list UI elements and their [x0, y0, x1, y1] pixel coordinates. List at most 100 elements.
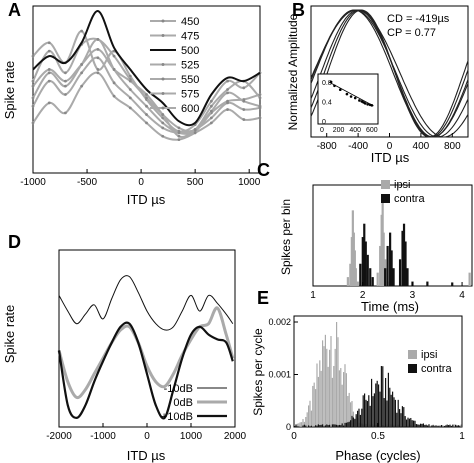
panel-e-bar-contra [415, 424, 417, 427]
panel-e-bar-contra [455, 424, 457, 427]
panel-e-bar-ipsi [439, 425, 441, 427]
panel-a-xtick-label: 1000 [238, 177, 261, 188]
panel-c-bar-ipsi [356, 281, 359, 286]
panel-e-bar-contra [333, 424, 335, 427]
panel-a-point-550-11 [209, 109, 213, 113]
panel-e-bar-contra [319, 425, 321, 427]
panel-b-letter: B [292, 0, 305, 20]
panel-e-bar-contra [435, 425, 437, 427]
panel-a-point-450-13 [242, 86, 246, 90]
panel-a-point-525-0 [31, 96, 35, 100]
panel-d-letter: D [8, 232, 21, 252]
panel-b-inset-point [363, 102, 367, 105]
panel-c-bar-ipsi [382, 232, 385, 286]
panel-e-ytick-label: 0.001 [268, 370, 291, 380]
panel-e-bar-ipsi [326, 348, 328, 427]
panel-e-bar-contra [411, 420, 413, 427]
panel-c-legend-ipsi: ipsi [394, 179, 411, 191]
panel-c-xtick-label: 3 [410, 290, 416, 301]
panel-e-bar-contra [305, 425, 307, 427]
panel-e-bar-contra [399, 409, 401, 427]
panel-e-bar-contra [427, 425, 429, 427]
panel-e-bar-contra [340, 425, 342, 427]
panel-e-legend-contra: contra [421, 363, 452, 375]
panel-e-bar-ipsi [436, 425, 438, 427]
panel-a-point-475-12 [226, 88, 229, 91]
panel-a-point-575-14 [258, 106, 262, 110]
panel-e-bar-ipsi [303, 421, 305, 427]
panel-e-bar-ipsi [344, 364, 346, 427]
panel-a-point-550-3 [80, 63, 84, 66]
panel-e-bar-contra [308, 425, 310, 427]
panel-e-bar-contra [322, 424, 324, 427]
panel-a-point-600-5 [112, 94, 116, 98]
panel-b-xtick-label: 400 [413, 141, 430, 152]
panel-a-point-525-4 [96, 38, 100, 41]
panel-b-inset-xtick-label: 200 [333, 127, 345, 134]
panel-e-bar-ipsi [319, 360, 321, 427]
panel-e-bar-contra [380, 366, 382, 427]
panel-e-bar-ipsi [296, 423, 298, 427]
panel-e-bar-ipsi [317, 376, 319, 427]
panel-a-xtick-label: -1000 [20, 177, 46, 188]
panel-d: D -2000 -1000 0 1000 2000 -10dB 0dB +10dB Spik… [2, 232, 247, 463]
panel-e-bar-contra [351, 415, 353, 427]
panel-e-bar-contra [368, 395, 370, 427]
panel-a-point-600-4 [96, 71, 100, 75]
panel-a-xtick-label: -500 [77, 177, 97, 188]
panel-a-point-550-2 [64, 79, 67, 83]
panel-e-bar-ipsi [308, 405, 310, 427]
panel-a-point-525-14 [258, 93, 262, 96]
panel-c-bar-contra [451, 282, 454, 286]
panel-e-bar-contra [428, 424, 430, 427]
panel-e-xticks: 0 0.5 1 [291, 423, 465, 442]
panel-c-ylabel: Spikes per bin [279, 199, 293, 275]
panel-e-bar-contra [443, 425, 445, 427]
panel-b-inset-point [345, 92, 349, 96]
panel-b-inset-point [370, 104, 374, 107]
panel-e-bar-contra [364, 393, 366, 427]
panel-b-xtick-label: 800 [444, 141, 461, 152]
panel-c-bar-ipsi [354, 268, 357, 286]
panel-d-series--10dB [58, 275, 234, 331]
panel-e-bar-contra [334, 424, 336, 427]
panel-a-point-575-12 [226, 101, 229, 105]
panel-e-bar-contra [372, 396, 374, 427]
panel-e-bar-contra [400, 413, 402, 427]
panel-d-xtick-label: 0 [144, 431, 150, 442]
panel-e-bar-contra [390, 394, 392, 427]
panel-a-point-475-14 [258, 96, 262, 100]
panel-e-bar-contra [366, 401, 368, 427]
panel-c-bar-ipsi [346, 277, 349, 286]
panel-e-bar-ipsi [348, 392, 350, 427]
panel-b-inset-point [366, 103, 369, 106]
panel-c-legend-contra-swatch [381, 194, 390, 203]
panel-a-legend-dot-550 [161, 77, 165, 81]
panel-e-bar-contra [378, 384, 380, 427]
panel-b-inset-frame [317, 73, 379, 125]
panel-a-series-500 [32, 10, 261, 127]
panel-e-bar-contra [341, 423, 343, 427]
panel-e-bar-ipsi [324, 334, 326, 427]
panel-e-bar-contra [317, 424, 319, 427]
panel-e-bar-contra [344, 422, 346, 427]
panel-a-legend-dot-525 [161, 63, 165, 66]
panel-e-bar-contra [326, 424, 328, 427]
panel-d-xtick-label: 2000 [224, 431, 247, 442]
panel-a-point-575-10 [193, 128, 197, 131]
panel-c-bar-contra [406, 268, 409, 286]
panel-e-bar-contra [418, 424, 420, 427]
panel-e-bar-ipsi [341, 384, 343, 427]
panel-e-bar-ipsi [453, 424, 455, 427]
panel-e-bar-contra [358, 408, 360, 427]
panel-e-bar-ipsi [336, 322, 338, 427]
panel-e-bar-ipsi [316, 363, 318, 427]
panel-e-bar-ipsi [334, 348, 336, 427]
panel-b-inset-point [338, 88, 342, 92]
panel-e-bar-ipsi [345, 373, 347, 427]
panel-e-bar-contra [347, 422, 349, 427]
panel-e-bar-ipsi [327, 366, 329, 427]
panel-a-xtick-label: 0 [138, 177, 144, 188]
panel-a-point-575-3 [80, 71, 84, 75]
panel-d-legend: -10dB 0dB +10dB [161, 383, 227, 423]
